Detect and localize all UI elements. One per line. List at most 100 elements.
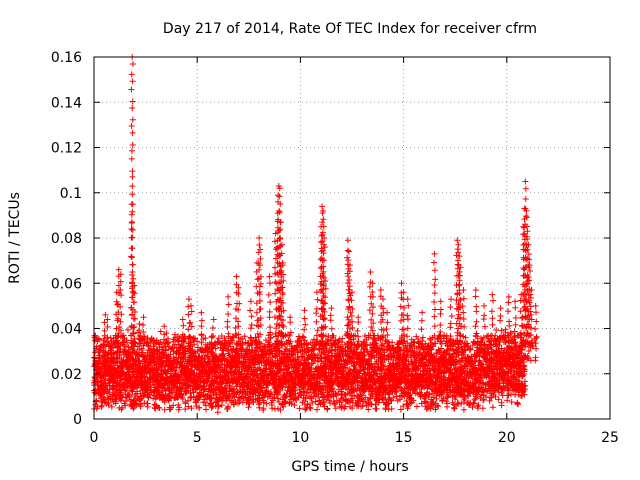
data-point — [122, 402, 129, 409]
data-point — [221, 384, 228, 391]
data-point — [292, 390, 299, 397]
data-point — [144, 403, 151, 410]
data-point — [196, 404, 203, 411]
data-point — [204, 375, 211, 382]
data-point — [215, 402, 222, 409]
data-point — [118, 404, 125, 411]
data-point — [413, 403, 420, 410]
data-point — [423, 406, 430, 413]
data-point — [300, 388, 307, 395]
data-point — [124, 339, 131, 346]
data-point — [198, 347, 205, 354]
data-point — [471, 396, 478, 403]
data-point — [209, 344, 216, 351]
data-point — [182, 406, 189, 413]
data-point — [178, 391, 185, 398]
data-point — [392, 389, 399, 396]
data-point — [233, 379, 240, 386]
grid-lines — [94, 57, 610, 419]
data-point — [122, 398, 129, 405]
data-point — [304, 401, 311, 408]
data-point — [256, 392, 263, 399]
data-point — [212, 391, 219, 398]
data-point — [167, 351, 174, 358]
data-point — [241, 333, 248, 340]
data-point — [243, 359, 250, 366]
data-point — [311, 357, 318, 364]
data-point — [233, 391, 240, 398]
data-point — [225, 391, 232, 398]
data-point — [105, 402, 112, 409]
data-point — [212, 345, 219, 352]
data-point — [272, 373, 279, 380]
data-point — [266, 390, 273, 397]
data-point — [266, 393, 273, 400]
data-point — [460, 406, 467, 413]
data-point — [107, 335, 114, 342]
data-point — [288, 400, 295, 407]
data-point — [212, 370, 219, 377]
data-point — [291, 402, 298, 409]
data-point — [175, 401, 182, 408]
data-point — [175, 406, 182, 413]
data-point — [132, 356, 139, 363]
data-point — [168, 387, 175, 394]
data-point — [202, 335, 209, 342]
data-point — [93, 405, 100, 412]
data-point — [309, 399, 316, 406]
data-point — [98, 393, 105, 400]
data-point — [191, 341, 198, 348]
data-point — [179, 395, 186, 402]
data-point — [251, 381, 258, 388]
data-point — [134, 388, 141, 395]
data-point — [307, 405, 314, 412]
data-point — [297, 391, 304, 398]
data-point — [206, 359, 213, 366]
data-point — [215, 384, 222, 391]
data-point — [97, 369, 104, 376]
data-point — [127, 353, 134, 360]
data-point — [116, 352, 123, 359]
data-point — [215, 403, 222, 410]
data-point — [95, 357, 102, 364]
data-point — [302, 398, 309, 405]
data-point — [269, 359, 276, 366]
data-point — [156, 405, 163, 412]
data-point — [333, 392, 340, 399]
data-point — [130, 368, 137, 375]
chart-title: Day 217 of 2014, Rate Of TEC Index for r… — [163, 21, 537, 37]
data-point — [188, 393, 195, 400]
data-point — [198, 361, 205, 368]
data-point — [304, 386, 311, 393]
data-point — [285, 369, 292, 376]
data-point — [110, 350, 117, 357]
data-point — [229, 363, 236, 370]
data-point — [235, 400, 242, 407]
data-point — [275, 391, 282, 398]
data-point — [203, 402, 210, 409]
data-point — [332, 405, 339, 412]
data-point — [118, 365, 125, 372]
data-point — [170, 402, 177, 409]
data-point — [155, 388, 162, 395]
data-point — [124, 326, 131, 333]
data-point — [219, 397, 226, 404]
data-point — [237, 371, 244, 378]
data-point — [307, 339, 314, 346]
data-point — [217, 381, 224, 388]
data-point — [256, 366, 263, 373]
data-point — [296, 405, 303, 412]
data-point — [98, 403, 105, 410]
data-point — [132, 377, 139, 384]
data-point — [294, 346, 301, 353]
data-point — [208, 395, 215, 402]
data-point — [315, 393, 322, 400]
data-point — [162, 347, 169, 354]
data-point — [118, 386, 125, 393]
data-point — [277, 406, 284, 413]
data-point — [275, 398, 282, 405]
data-point — [282, 398, 289, 405]
data-point — [479, 405, 486, 412]
data-point — [139, 393, 146, 400]
